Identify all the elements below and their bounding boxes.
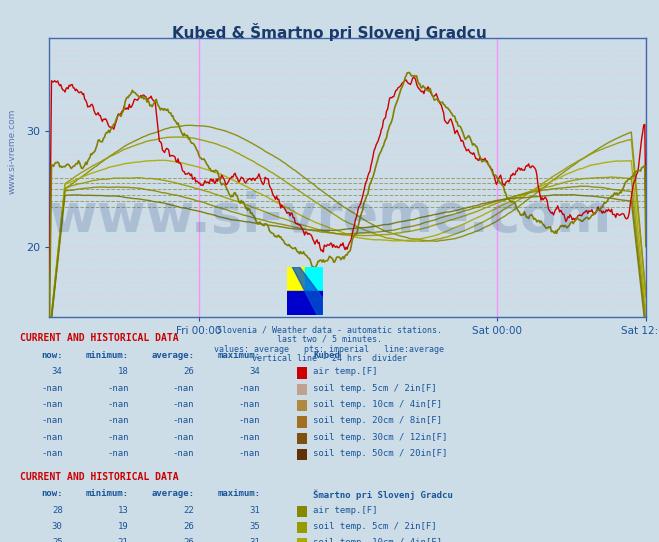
Text: 31: 31 <box>250 506 260 515</box>
Text: soil temp. 20cm / 8in[F]: soil temp. 20cm / 8in[F] <box>313 416 442 425</box>
Text: -nan: -nan <box>107 449 129 458</box>
Text: 30: 30 <box>52 522 63 531</box>
Text: 34: 34 <box>250 367 260 377</box>
Bar <box>287 291 323 315</box>
Text: soil temp. 10cm / 4in[F]: soil temp. 10cm / 4in[F] <box>313 538 442 542</box>
Text: 35: 35 <box>250 522 260 531</box>
Text: minimum:: minimum: <box>86 489 129 499</box>
Text: Kubed: Kubed <box>313 351 340 360</box>
Text: -nan: -nan <box>41 449 63 458</box>
Text: values: average   pts: imperial   line:average: values: average pts: imperial line:avera… <box>214 345 445 354</box>
Text: -nan: -nan <box>107 400 129 409</box>
Text: now:: now: <box>41 489 63 499</box>
Text: soil temp. 5cm / 2in[F]: soil temp. 5cm / 2in[F] <box>313 384 437 393</box>
Text: Šmartno pri Slovenj Gradcu: Šmartno pri Slovenj Gradcu <box>313 489 453 500</box>
Text: maximum:: maximum: <box>217 489 260 499</box>
Text: -nan: -nan <box>173 400 194 409</box>
Text: average:: average: <box>152 351 194 360</box>
Text: last two / 5 minutes.: last two / 5 minutes. <box>277 335 382 344</box>
Text: 28: 28 <box>52 506 63 515</box>
Text: Slovenia / Weather data - automatic stations.: Slovenia / Weather data - automatic stat… <box>217 325 442 334</box>
Text: 26: 26 <box>184 522 194 531</box>
Text: -nan: -nan <box>41 416 63 425</box>
Text: -nan: -nan <box>239 433 260 442</box>
Text: 26: 26 <box>184 538 194 542</box>
Text: 34: 34 <box>52 367 63 377</box>
Text: -nan: -nan <box>173 449 194 458</box>
Text: www.si-vreme.com: www.si-vreme.com <box>48 191 611 243</box>
Text: www.si-vreme.com: www.si-vreme.com <box>8 109 17 195</box>
Text: 21: 21 <box>118 538 129 542</box>
Text: air temp.[F]: air temp.[F] <box>313 506 378 515</box>
Text: -nan: -nan <box>107 384 129 393</box>
Text: soil temp. 50cm / 20in[F]: soil temp. 50cm / 20in[F] <box>313 449 447 458</box>
Text: maximum:: maximum: <box>217 351 260 360</box>
Text: 22: 22 <box>184 506 194 515</box>
Text: now:: now: <box>41 351 63 360</box>
Text: -nan: -nan <box>173 384 194 393</box>
Text: 18: 18 <box>118 367 129 377</box>
Text: -nan: -nan <box>239 400 260 409</box>
Text: -nan: -nan <box>239 384 260 393</box>
Text: 26: 26 <box>184 367 194 377</box>
Text: CURRENT AND HISTORICAL DATA: CURRENT AND HISTORICAL DATA <box>20 472 179 481</box>
Text: 25: 25 <box>52 538 63 542</box>
Text: Kubed & Šmartno pri Slovenj Gradcu: Kubed & Šmartno pri Slovenj Gradcu <box>172 23 487 41</box>
Text: 13: 13 <box>118 506 129 515</box>
Polygon shape <box>292 267 323 315</box>
Text: average:: average: <box>152 489 194 499</box>
Bar <box>304 267 323 291</box>
Text: soil temp. 10cm / 4in[F]: soil temp. 10cm / 4in[F] <box>313 400 442 409</box>
Text: 31: 31 <box>250 538 260 542</box>
Text: air temp.[F]: air temp.[F] <box>313 367 378 377</box>
Text: -nan: -nan <box>107 416 129 425</box>
Text: -nan: -nan <box>173 433 194 442</box>
Text: -nan: -nan <box>239 416 260 425</box>
Text: -nan: -nan <box>107 433 129 442</box>
Text: -nan: -nan <box>41 384 63 393</box>
Text: soil temp. 30cm / 12in[F]: soil temp. 30cm / 12in[F] <box>313 433 447 442</box>
Text: -nan: -nan <box>41 433 63 442</box>
Text: -nan: -nan <box>239 449 260 458</box>
Text: CURRENT AND HISTORICAL DATA: CURRENT AND HISTORICAL DATA <box>20 333 179 343</box>
Text: vertical line - 24 hrs  divider: vertical line - 24 hrs divider <box>252 354 407 364</box>
Text: minimum:: minimum: <box>86 351 129 360</box>
Text: -nan: -nan <box>173 416 194 425</box>
Text: 19: 19 <box>118 522 129 531</box>
Text: soil temp. 5cm / 2in[F]: soil temp. 5cm / 2in[F] <box>313 522 437 531</box>
Text: -nan: -nan <box>41 400 63 409</box>
Bar <box>287 267 304 291</box>
